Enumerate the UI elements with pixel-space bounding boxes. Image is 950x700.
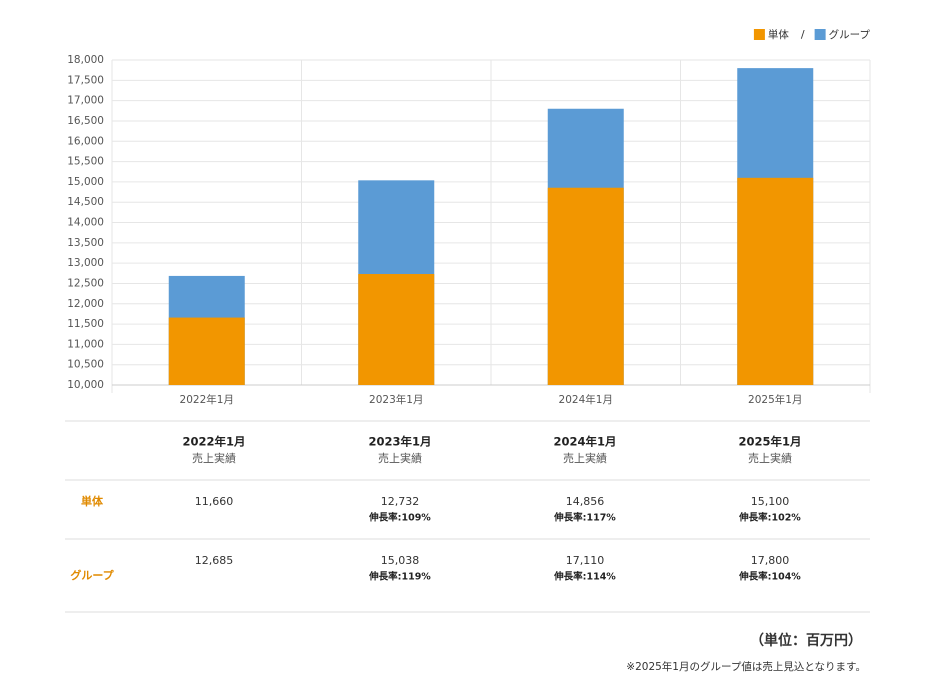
legend-separator: / — [801, 28, 805, 41]
cell-growth: 伸長率:102% — [738, 512, 801, 524]
y-tick-label: 15,000 — [67, 176, 104, 188]
cell-value: 14,856 — [566, 495, 605, 508]
y-tick-label: 16,500 — [67, 115, 104, 127]
cell-value: 11,660 — [195, 495, 234, 508]
column-label: 売上実績 — [192, 451, 236, 465]
column-label: 売上実績 — [378, 451, 422, 465]
x-tick-label: 2025年1月 — [748, 393, 802, 406]
y-tick-label: 18,000 — [67, 54, 104, 66]
row-name: 単体 — [81, 494, 104, 508]
row-name: グループ — [70, 568, 114, 582]
legend-label: 単体 — [768, 28, 789, 41]
x-tick-label: 2024年1月 — [559, 393, 613, 406]
y-tick-label: 13,500 — [67, 237, 104, 249]
x-tick-label: 2022年1月 — [180, 393, 234, 406]
bar — [737, 177, 814, 385]
cell-value: 15,100 — [751, 495, 790, 508]
y-tick-label: 12,000 — [67, 298, 104, 310]
cell-value: 15,038 — [381, 554, 420, 567]
y-tick-label: 15,500 — [67, 156, 104, 168]
y-tick-label: 14,000 — [67, 217, 104, 229]
legend-swatch — [814, 29, 826, 40]
y-tick-label: 11,500 — [67, 318, 104, 330]
column-label: 売上実績 — [563, 451, 607, 465]
y-tick-label: 12,500 — [67, 277, 104, 289]
y-tick-label: 14,500 — [67, 196, 104, 208]
note: ※2025年1月のグループ値は売上見込となります。 — [626, 660, 866, 673]
bar — [358, 274, 435, 385]
y-tick-label: 16,000 — [67, 135, 104, 147]
cell-growth: 伸長率:104% — [738, 571, 801, 583]
cell-growth: 伸長率:109% — [368, 512, 431, 524]
column-period: 2022年1月 — [182, 435, 245, 449]
cell-value: 12,732 — [381, 495, 420, 508]
cell-growth: 伸長率:119% — [368, 571, 431, 583]
y-tick-label: 10,500 — [67, 359, 104, 371]
legend-swatch — [753, 29, 765, 40]
y-tick-label: 13,000 — [67, 257, 104, 269]
legend-label: グループ — [829, 28, 871, 41]
column-period: 2024年1月 — [553, 435, 616, 449]
cell-value: 12,685 — [195, 554, 234, 567]
bar — [168, 317, 245, 385]
y-tick-label: 17,500 — [67, 74, 104, 86]
cell-value: 17,800 — [751, 554, 790, 567]
column-period: 2023年1月 — [368, 435, 431, 449]
cell-growth: 伸長率:114% — [553, 571, 616, 583]
cell-growth: 伸長率:117% — [553, 512, 616, 524]
bar — [547, 187, 624, 385]
y-tick-label: 11,000 — [67, 338, 104, 350]
unit: （単位：百万円） — [750, 632, 862, 649]
y-tick-label: 10,000 — [67, 379, 104, 391]
column-period: 2025年1月 — [738, 435, 801, 449]
x-tick-label: 2023年1月 — [369, 393, 423, 406]
cell-value: 17,110 — [566, 554, 605, 567]
column-label: 売上実績 — [748, 451, 792, 465]
y-tick-label: 17,000 — [67, 95, 104, 107]
